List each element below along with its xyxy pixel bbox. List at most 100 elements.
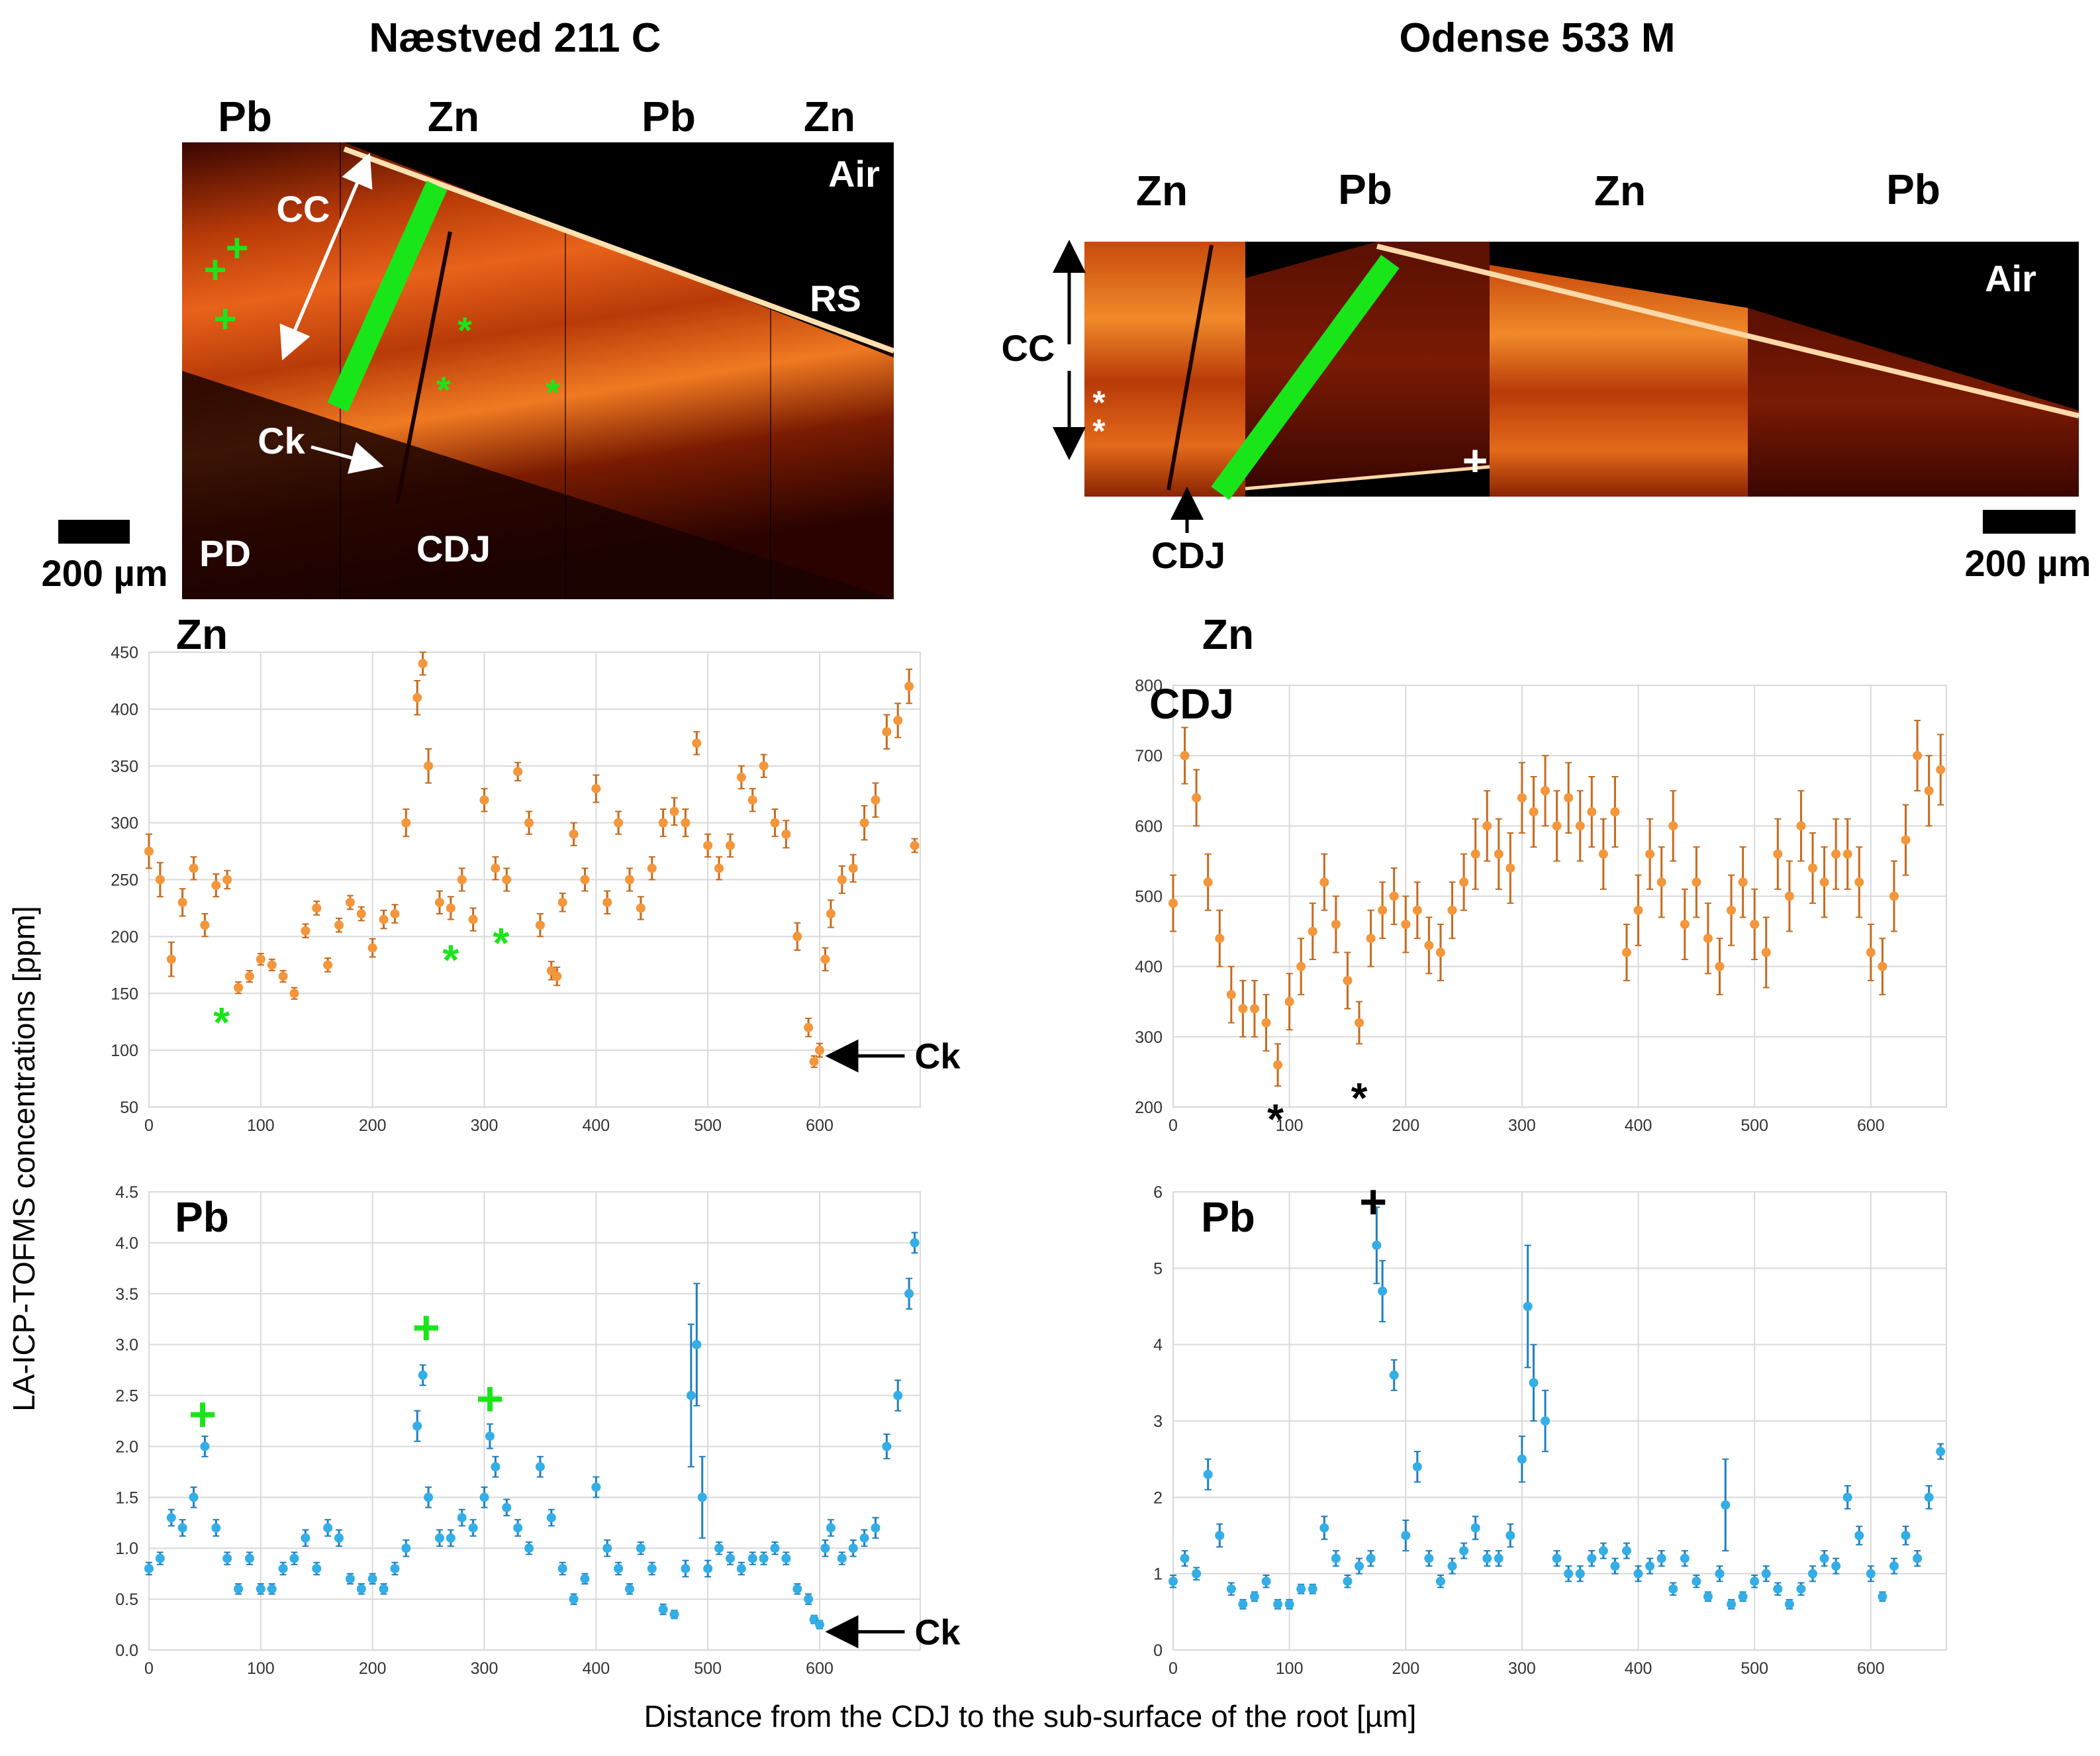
zn_left-data-point <box>580 875 590 885</box>
right-map-plus: + <box>1462 436 1488 485</box>
left-cdj-label: CDJ <box>416 528 491 569</box>
zn_right-data-point <box>1261 1018 1271 1028</box>
zn_right-data-point <box>1738 877 1748 887</box>
right-map-strip-2 <box>1245 242 1490 487</box>
pb_left-x-tick-label: 0 <box>144 1659 154 1678</box>
zn_right-data-point <box>1447 905 1457 915</box>
pb_left-data-point <box>697 1492 707 1502</box>
pb_left-data-point <box>602 1543 612 1553</box>
pb_right-data-point <box>1913 1553 1923 1563</box>
pb_right-annotation-marker: + <box>1359 1175 1387 1228</box>
zn_right-x-tick-label: 500 <box>1741 1116 1768 1135</box>
pb_left-data-point <box>267 1584 277 1594</box>
zn_left-data-point <box>524 818 534 828</box>
right-cdj-label: CDJ <box>1151 534 1225 576</box>
zn_left-data-point <box>379 914 389 924</box>
pb_right-data-point <box>1727 1599 1737 1609</box>
pb_left-data-point <box>289 1553 299 1563</box>
pb_left-data-point <box>893 1390 903 1400</box>
zn_right-data-point <box>1761 948 1771 957</box>
zn_left-data-point <box>625 875 635 885</box>
pb_left-data-point <box>714 1543 724 1553</box>
pb_left-data-point <box>457 1513 467 1523</box>
pb_left-x-tick-label: 400 <box>583 1659 610 1678</box>
zn_left-data-point <box>681 818 691 828</box>
pb_left-data-point <box>418 1370 428 1380</box>
zn_left-y-tick-label: 450 <box>111 644 138 662</box>
pb_left-data-point <box>468 1523 478 1533</box>
zn_right-data-point <box>1470 849 1480 859</box>
pb_right-data-point <box>1226 1584 1236 1594</box>
pb_right-data-point <box>1424 1553 1434 1563</box>
y-axis-label: LA-ICP-TOFMS concentrations [ppm] <box>7 906 41 1412</box>
zn_right-data-point <box>1936 765 1946 775</box>
zn_left-data-point <box>614 818 624 828</box>
zn_right-x-tick-label: 600 <box>1857 1116 1885 1135</box>
pb_right-data-point <box>1761 1569 1771 1579</box>
zn_right-data-point <box>1355 1018 1364 1028</box>
right-map-strip-3-air <box>1490 242 1748 308</box>
left-map-star-2: * <box>436 369 451 411</box>
right-map-star-1: * <box>1092 384 1106 421</box>
left-cc-label: CC <box>277 188 330 230</box>
pb_left-data-point <box>446 1533 455 1543</box>
pb_left-data-point <box>614 1563 624 1573</box>
left-pd-label: PD <box>199 532 251 574</box>
zn_left-data-point <box>826 909 835 919</box>
left-map-seam-2 <box>565 142 566 599</box>
pb_left-data-point <box>323 1523 333 1533</box>
pb_left-data-point <box>312 1563 322 1573</box>
pb_right-data-point <box>1721 1500 1731 1510</box>
zn_left-data-point <box>256 954 265 964</box>
left-rs-label: RS <box>810 277 861 319</box>
pb_right-data-point <box>1366 1553 1376 1563</box>
pb_left-data-point <box>189 1492 199 1502</box>
left-map-seam-1 <box>340 142 341 599</box>
pb_right-data-point <box>1372 1240 1382 1250</box>
left-scale-label: 200 µm <box>41 552 167 594</box>
zn_right-data-point <box>1331 919 1341 929</box>
zn_right-data-point <box>1598 849 1608 859</box>
pb_left-title: Pb <box>175 1193 229 1241</box>
pb_left-data-point <box>513 1523 523 1533</box>
pb_right-data-point <box>1505 1531 1515 1540</box>
pb_left-y-tick-label: 3.0 <box>115 1336 138 1355</box>
right-strip-1-label: Zn <box>1136 167 1188 215</box>
zn_left-data-point <box>647 863 657 873</box>
zn_left-data-point <box>278 971 288 981</box>
pb_left-data-point <box>569 1594 579 1604</box>
zn_right-data-point <box>1773 849 1783 859</box>
zn_right-data-point <box>1668 821 1678 831</box>
zn_right-data-point <box>1808 863 1818 873</box>
left-scale-bar <box>58 520 130 544</box>
zn_right-data-point <box>1645 849 1655 859</box>
zn_left-data-point <box>468 914 478 924</box>
zn_left-data-point <box>301 926 310 936</box>
zn_right-data-point <box>1319 877 1329 887</box>
pb_left-data-point <box>155 1553 165 1563</box>
zn_left-y-tick-label: 350 <box>111 757 138 776</box>
pb_left-data-point <box>144 1563 154 1573</box>
zn_right-data-point <box>1727 905 1737 915</box>
left-strip-4-label: Zn <box>804 93 855 140</box>
zn_right-data-point <box>1784 891 1794 901</box>
zn_left-x-tick-label: 200 <box>359 1116 387 1135</box>
left-strip-3-label: Pb <box>642 93 696 140</box>
zn_left-data-point <box>770 818 780 828</box>
pb_right-x-tick-label: 500 <box>1741 1659 1768 1678</box>
pb_right-data-point <box>1343 1577 1353 1586</box>
pb_left-y-tick-label: 1.5 <box>115 1488 138 1507</box>
left-strip-2-label: Zn <box>428 93 479 140</box>
left-map-crack <box>395 231 452 504</box>
zn_left-data-point <box>200 920 210 930</box>
pb_right-y-tick-label: 0 <box>1153 1641 1163 1660</box>
pb_left-data-point <box>356 1584 366 1594</box>
pb_right-data-point <box>1284 1599 1294 1609</box>
zn_right-data-point <box>1238 1004 1248 1014</box>
zn_right-data-point <box>1249 1004 1259 1014</box>
zn_right-data-point <box>1575 821 1585 831</box>
zn_right-title: Zn <box>1202 610 1254 658</box>
pb_left-x-tick-label: 300 <box>471 1659 499 1678</box>
zn_left-data-point <box>815 1046 825 1055</box>
zn_right-data-point <box>1750 919 1760 929</box>
